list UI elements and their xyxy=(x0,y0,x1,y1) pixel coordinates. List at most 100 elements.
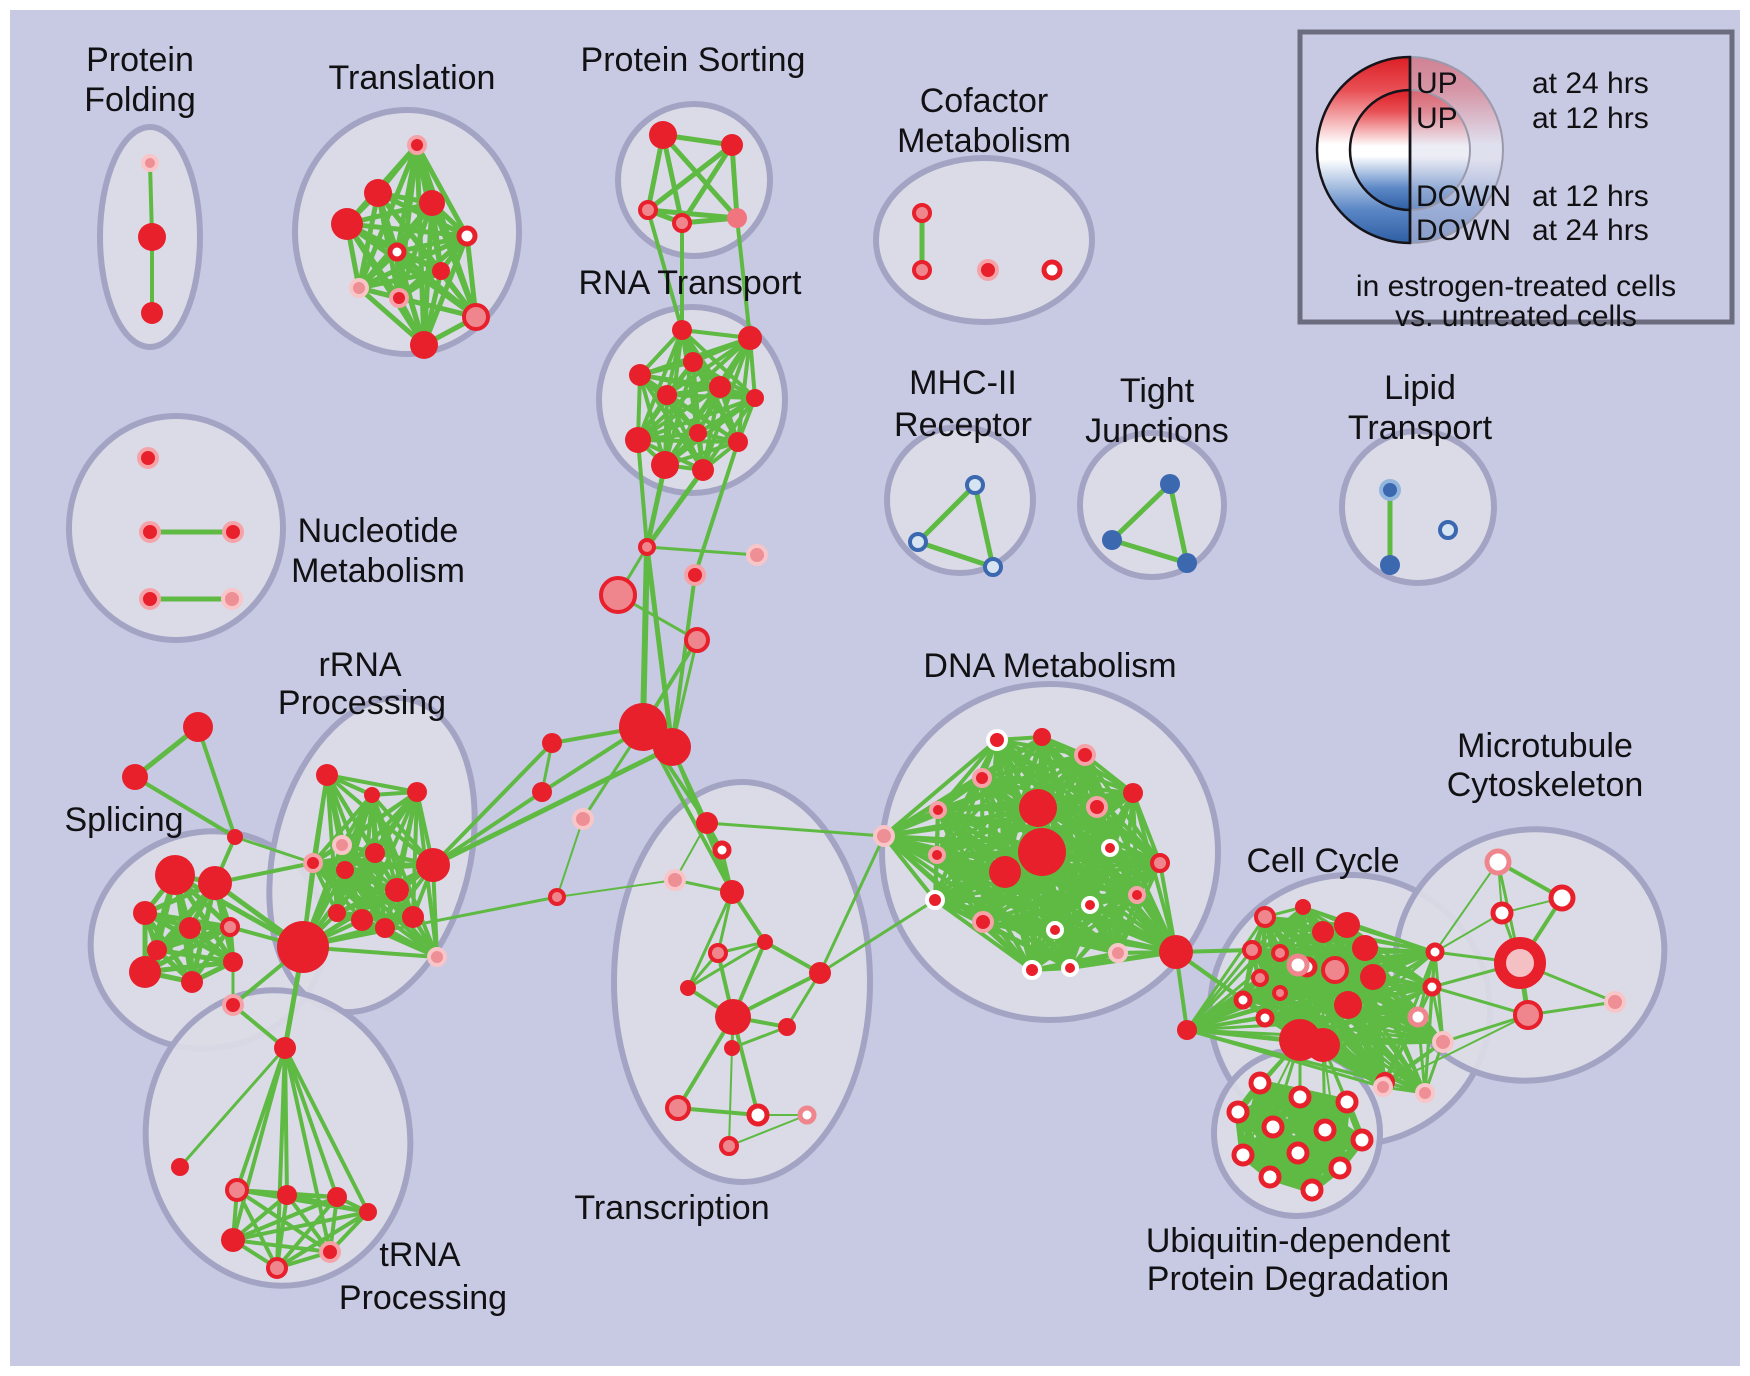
gene-node-r5 xyxy=(336,861,354,879)
gene-node-d20 xyxy=(1022,960,1042,980)
gene-node-rt8 xyxy=(689,424,707,442)
gene-node-s0 xyxy=(155,855,195,895)
link-edge-tj0-tj2 xyxy=(1167,481,1190,566)
gene-node-d9 xyxy=(1019,789,1057,827)
gene-node-h4 xyxy=(572,808,594,830)
gene-node-d18 xyxy=(1128,886,1146,904)
cluster-edge-rna-transport xyxy=(665,393,705,472)
cluster-label-nucleotide-metabolism-line2: Metabolism xyxy=(291,552,465,590)
gene-node-rt11 xyxy=(692,459,714,481)
gene-node-c9 xyxy=(1242,940,1262,960)
cluster-edge-protein-sorting xyxy=(729,142,740,221)
gene-node-r2 xyxy=(407,782,427,802)
link-edge-h4-h5 xyxy=(556,818,584,898)
gene-node-c24 xyxy=(1432,1031,1454,1053)
gene-node-n4 xyxy=(221,588,243,610)
gene-node-mh1 xyxy=(908,532,928,552)
cluster-bubble-protein-sorting xyxy=(615,101,773,259)
cluster-edge-dna-metabolism xyxy=(882,738,999,838)
gene-node-lt2 xyxy=(1438,520,1458,540)
gene-node-h8 xyxy=(684,564,706,586)
link-edge-x2-r4 xyxy=(233,835,315,865)
gene-node-t5 xyxy=(708,943,728,963)
cluster-edge-dna-metabolism xyxy=(981,920,1072,970)
gene-node-r7 xyxy=(416,848,450,882)
cluster-label-lipid-transport-line2: Transport xyxy=(1348,409,1493,447)
gene-node-c14 xyxy=(1255,1008,1275,1028)
legend-box xyxy=(1297,29,1735,325)
gene-node-t0 xyxy=(696,812,718,834)
cluster-label-ubiquitin-degradation-line2: Protein Degradation xyxy=(1147,1260,1449,1298)
cluster-label-mhc-ii-receptor-line2: Receptor xyxy=(894,406,1032,444)
cluster-edge-rrna-processing xyxy=(325,773,419,794)
cluster-label-cell-cycle: Cell Cycle xyxy=(1246,842,1399,880)
cluster-edge-trna-processing xyxy=(283,1046,370,1214)
gene-node-x2 xyxy=(227,829,243,845)
gene-node-d14 xyxy=(925,890,945,910)
cluster-edge-cell-cycle xyxy=(1185,950,1437,1032)
cluster-edge-dna-metabolism xyxy=(1036,806,1162,865)
gene-node-t3 xyxy=(720,880,744,904)
gene-node-n1 xyxy=(139,521,161,543)
cluster-label-cofactor-metabolism: Cofactor xyxy=(920,82,1049,120)
cluster-label-rrna-processing: rRNA xyxy=(318,646,401,684)
gene-node-r12 xyxy=(402,906,424,928)
gene-node-ps3 xyxy=(672,213,692,233)
gene-node-q2 xyxy=(171,1158,189,1176)
cluster-edge-cell-cycle xyxy=(1185,948,1254,1032)
gene-node-q4 xyxy=(277,1185,297,1205)
link-edge-t9-t10 xyxy=(730,1025,789,1050)
cluster-edge-ubiquitin-degradation xyxy=(1234,1098,1351,1116)
cluster-edge-trna-processing xyxy=(283,1046,332,1254)
gene-node-d15 xyxy=(972,911,994,933)
gene-node-c10 xyxy=(1271,944,1289,962)
link-edge-mh0-mh2 xyxy=(972,482,996,570)
gene-node-t12 xyxy=(746,1103,770,1127)
gene-node-h5 xyxy=(548,888,566,906)
gene-node-t7 xyxy=(809,962,831,984)
gene-node-r3 xyxy=(332,835,352,855)
gene-node-r13 xyxy=(427,947,447,967)
cluster-edge-cell-cycle xyxy=(1263,950,1437,1020)
gene-node-tl8 xyxy=(389,288,409,308)
gene-node-d6 xyxy=(928,846,946,864)
cluster-label-trna-processing: tRNA xyxy=(379,1236,461,1274)
cluster-label-transcription: Transcription xyxy=(574,1189,769,1227)
gene-node-t13 xyxy=(797,1105,817,1125)
cluster-edge-rrna-processing xyxy=(370,793,439,959)
gene-node-tj1 xyxy=(1102,530,1122,550)
gene-node-c25 xyxy=(1373,1077,1393,1097)
gene-node-h6 xyxy=(599,576,637,614)
gene-node-h9 xyxy=(746,544,768,566)
gene-node-cf0 xyxy=(912,203,932,223)
gene-node-rt1 xyxy=(738,326,762,350)
gene-node-m5 xyxy=(1604,991,1626,1013)
cluster-edge-protein-sorting xyxy=(660,132,740,221)
gene-node-c15 xyxy=(1286,953,1310,977)
cluster-label-ubiquitin-degradation: Ubiquitin-dependent xyxy=(1146,1222,1451,1260)
cluster-edge-trna-processing xyxy=(231,1238,332,1254)
legend-direction-2: UP xyxy=(1416,102,1458,135)
gene-node-s4 xyxy=(220,917,240,937)
link-edge-h2-r7 xyxy=(431,741,554,867)
gene-node-m0 xyxy=(1484,848,1512,876)
cluster-edge-cell-cycle xyxy=(1185,905,1305,1032)
gene-node-t2 xyxy=(664,869,686,891)
cluster-edge-dna-metabolism xyxy=(933,898,1034,972)
gene-node-q5 xyxy=(327,1187,347,1207)
gene-node-x1 xyxy=(122,764,148,790)
link-edge-ps2-rt0 xyxy=(646,208,684,332)
link-edge-d5-t7 xyxy=(818,834,886,975)
cluster-label-cofactor-metabolism-line2: Metabolism xyxy=(897,122,1071,160)
gene-node-rt4 xyxy=(709,376,731,398)
gene-node-t8 xyxy=(715,999,751,1035)
link-edge-tj0-tj1 xyxy=(1109,481,1173,543)
gene-node-t1 xyxy=(712,840,732,860)
gene-node-t9 xyxy=(778,1018,796,1036)
gene-node-r8 xyxy=(385,878,409,902)
gene-node-d19 xyxy=(1108,943,1128,963)
link-edge-h5-r14 xyxy=(301,895,559,949)
gene-node-s1 xyxy=(198,866,232,900)
link-edge-tj1-tj2 xyxy=(1109,537,1190,566)
